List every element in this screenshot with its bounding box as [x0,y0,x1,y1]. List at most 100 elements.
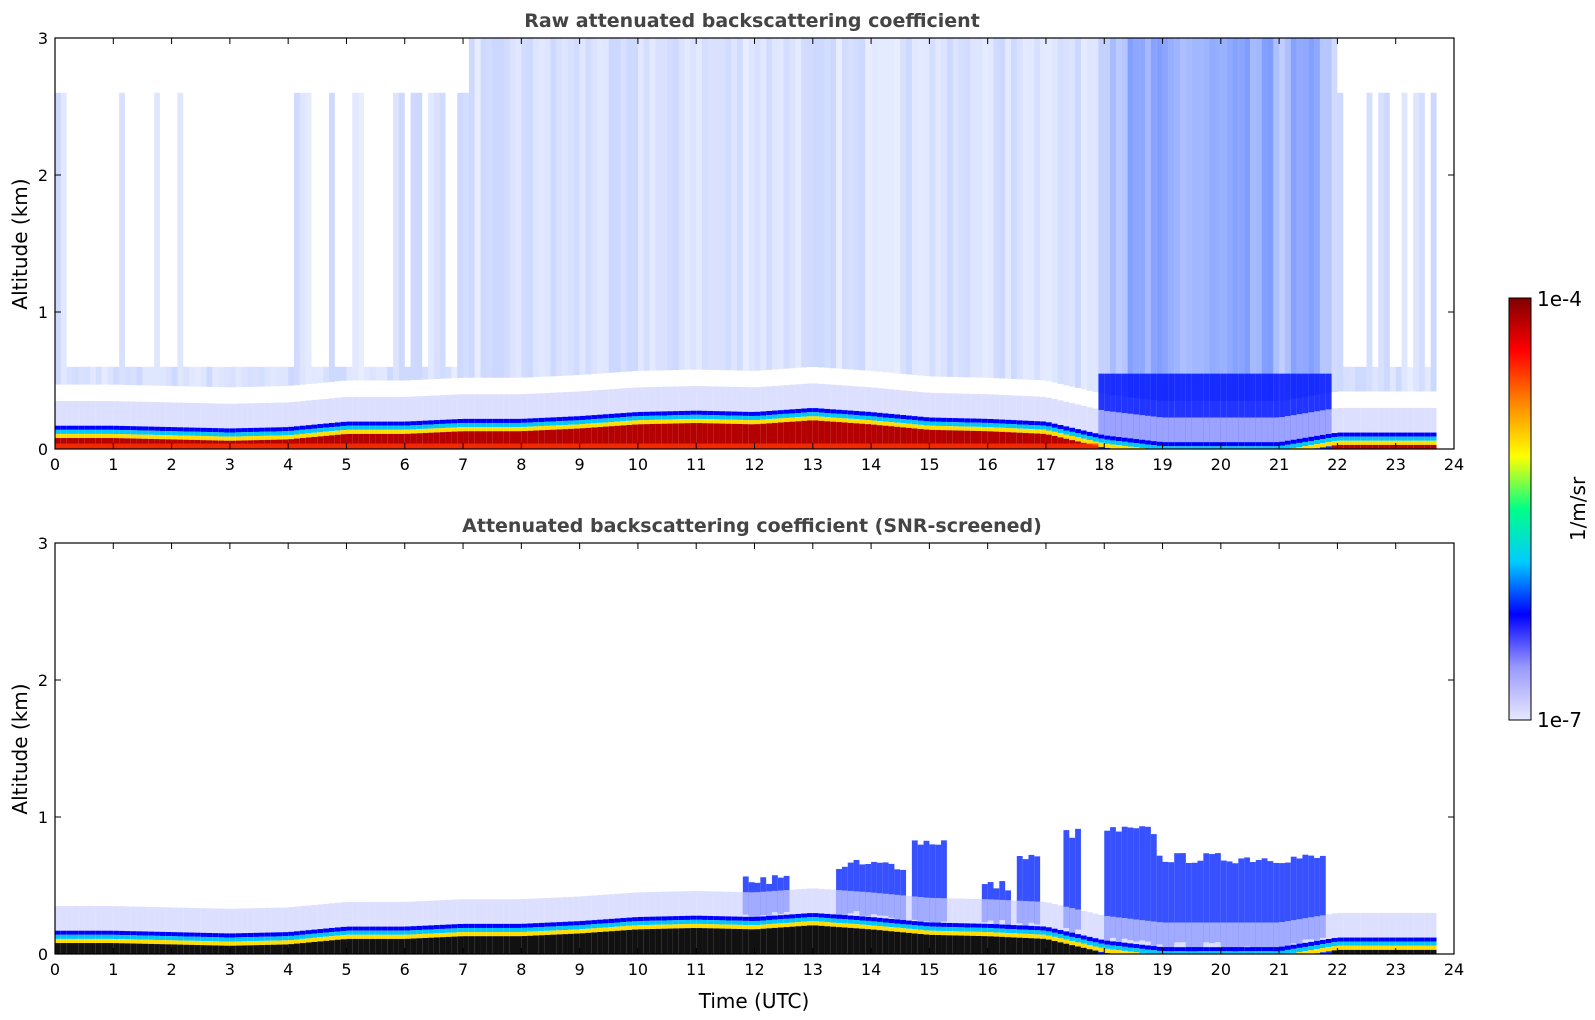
layer-band [218,436,225,441]
layer-band [894,414,901,419]
layer-band [486,923,493,928]
halo-column [1104,915,1111,941]
halo-column [1389,912,1396,938]
layer-band [1389,937,1396,942]
layer-band [841,923,848,928]
layer-band [171,435,178,440]
surface-band [760,443,767,449]
layer-band [952,927,959,932]
halo-column [538,393,545,418]
layer-band [241,428,248,433]
halo-column [1110,916,1116,942]
layer-band [78,425,85,430]
cloud-column [853,859,860,911]
layer-band [194,435,201,441]
layer-band [404,930,411,935]
x-tick-label: 16 [977,455,997,474]
noise-column [876,38,883,372]
halo-column [428,395,434,421]
layer-band [1331,445,1338,449]
noise-column [1319,38,1326,394]
layer-band [206,937,213,942]
layer-band [433,420,440,425]
halo-column [812,383,819,409]
layer-band [235,945,242,954]
halo-column [760,891,767,917]
noise-column [1349,366,1355,392]
layer-band [130,430,137,435]
halo-column [107,906,114,931]
layer-band [346,425,353,430]
surface-band [445,443,452,449]
layer-band [661,419,668,424]
halo-column [270,907,277,933]
noise-column [433,92,440,379]
layer-band [136,931,143,936]
layer-band [1010,424,1017,429]
layer-band [550,930,557,935]
layer-band [428,937,434,954]
noise-column [55,92,61,385]
layer-band [165,936,172,941]
halo-column [142,906,149,932]
noise-column [416,92,423,380]
layer-band [183,932,190,937]
layer-band [882,417,889,422]
layer-band [987,418,994,424]
layer-band [812,420,819,449]
halo-column [1080,405,1087,431]
noise-column [130,366,137,386]
layer-band [95,425,102,430]
layer-band [60,938,67,944]
halo-column [1110,411,1116,437]
halo-column [352,901,359,927]
layer-band [1075,934,1081,939]
halo-column [124,906,131,932]
layer-band [1226,947,1233,952]
layer-band [352,934,359,939]
halo-column [707,891,714,916]
layer-band [993,419,1000,424]
layer-band [853,415,860,420]
layer-band [177,940,184,945]
layer-band [597,923,603,928]
surface-band [1022,443,1029,449]
layer-band [771,418,778,423]
layer-band [1325,947,1332,952]
layer-band [398,433,405,449]
layer-band [667,415,673,420]
layer-band [1098,442,1105,447]
layer-band [585,415,592,420]
surface-band [859,443,866,449]
layer-band [311,941,318,954]
layer-band [1424,444,1431,449]
surface-band [690,443,697,449]
halo-column [393,901,399,927]
layer-band [1133,948,1140,953]
halo-column [911,391,918,417]
layer-band [95,433,102,439]
noise-column [369,366,376,381]
layer-band [1349,937,1355,942]
layer-band [806,925,813,954]
halo-column [614,388,621,414]
layer-band [929,421,936,426]
x-tick-label: 0 [50,455,60,474]
noise-column [422,366,429,380]
layer-band [894,919,901,924]
layer-band [1378,436,1385,441]
x-tick-label: 24 [1444,455,1464,474]
layer-band [1232,442,1239,447]
surface-band [696,443,703,449]
layer-band [882,918,889,923]
layer-band [439,937,446,954]
aerosol-column [1145,373,1151,441]
layer-band [1145,945,1151,950]
aerosol-column [1232,373,1239,443]
layer-band [235,436,242,441]
halo-column [655,891,662,917]
layer-band [200,427,207,432]
layer-band [667,411,673,416]
halo-column [410,901,417,927]
cloud-column [1290,856,1297,944]
